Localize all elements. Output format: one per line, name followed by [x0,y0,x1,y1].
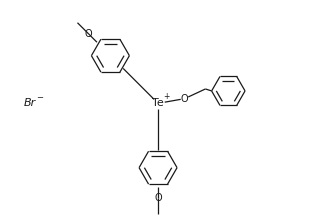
Text: Te: Te [152,98,164,108]
Text: O: O [181,94,188,104]
Text: −: − [37,93,44,102]
Text: O: O [85,29,93,39]
Text: +: + [163,92,170,101]
Text: O: O [154,193,162,203]
Text: Br: Br [23,98,36,108]
